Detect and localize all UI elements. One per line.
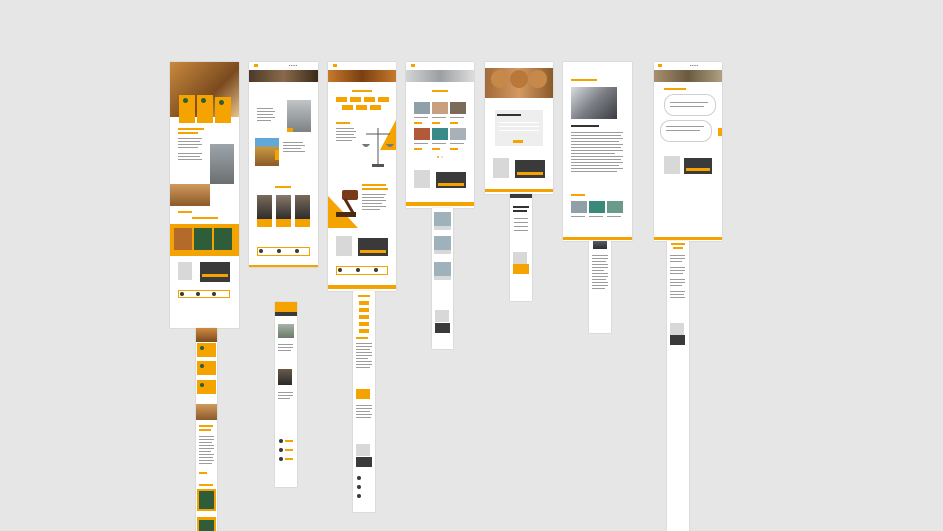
newsletter-box[interactable]	[200, 262, 230, 282]
book-image	[178, 262, 192, 280]
team-photo	[295, 195, 310, 219]
services-mobile-frame[interactable]	[353, 291, 375, 512]
header-image	[249, 70, 318, 82]
contact-mobile-frame[interactable]	[510, 194, 532, 301]
article-mobile-frame[interactable]	[589, 241, 611, 333]
gallery-mobile-frame[interactable]	[432, 208, 453, 349]
section-heading	[178, 128, 204, 130]
about-mobile-frame[interactable]	[275, 302, 297, 487]
home-desktop-frame[interactable]	[170, 62, 239, 328]
services-desktop-frame[interactable]	[328, 62, 396, 291]
article-desktop-frame[interactable]	[563, 62, 632, 241]
header-image	[654, 70, 722, 82]
statue-image	[210, 144, 234, 184]
home-mobile-frame[interactable]	[196, 328, 217, 531]
hero-card-icon	[183, 98, 188, 103]
about-desktop-frame[interactable]: ■ ■ ■ ■ ■	[249, 62, 318, 267]
faq-desktop-frame[interactable]: ■ ■ ■ ■ ■	[654, 62, 722, 241]
statue-image	[287, 100, 311, 132]
header-image	[406, 70, 474, 82]
faq-mobile-frame[interactable]	[667, 241, 689, 531]
contact-desktop-frame[interactable]	[485, 62, 553, 194]
newsletter-box[interactable]	[358, 238, 388, 256]
gavel-illustration	[328, 190, 358, 228]
team-photo	[257, 195, 272, 219]
article-image	[571, 87, 617, 119]
submit-button[interactable]	[513, 140, 523, 143]
header-image	[328, 70, 396, 82]
hero-card-icon	[201, 98, 206, 103]
newsletter-box[interactable]	[684, 158, 712, 174]
faq-bubble[interactable]	[664, 94, 716, 116]
scales-illustration	[362, 120, 396, 167]
gallery-desktop-frame[interactable]	[406, 62, 474, 208]
theatre-image	[170, 184, 210, 206]
team-photo	[276, 195, 291, 219]
section-heading	[178, 132, 198, 134]
hero-card-icon	[219, 100, 224, 105]
faq-bubble[interactable]	[660, 120, 712, 142]
newsletter-box[interactable]	[515, 160, 545, 178]
